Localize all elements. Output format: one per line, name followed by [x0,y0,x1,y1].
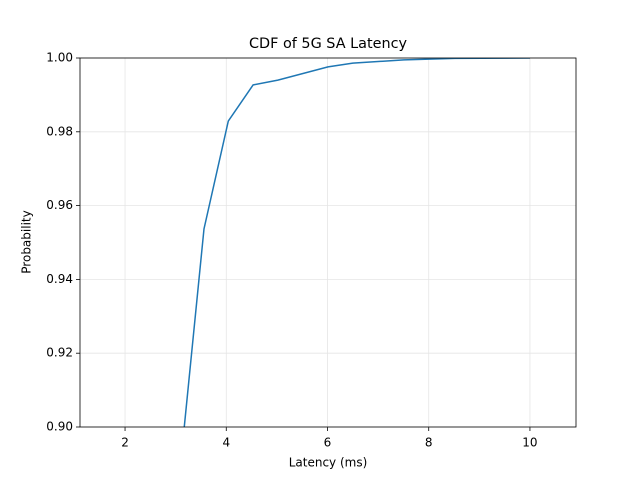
y-axis-label: Probability [20,210,34,273]
chart-title: CDF of 5G SA Latency [249,36,407,52]
y-tick-label: 0.96 [46,198,73,212]
x-tick-label: 10 [522,436,537,450]
x-tick-label: 8 [425,436,433,450]
y-tick-label: 1.00 [46,51,73,65]
x-tick-label: 4 [222,436,230,450]
plot-frame [79,57,577,428]
y-tick-label: 0.92 [46,346,73,360]
line [183,58,530,427]
x-axis-label: Latency (ms) [289,456,368,470]
x-tick-label: 6 [324,436,332,450]
y-tick-label: 0.90 [46,420,73,434]
x-tick-label: 2 [121,436,129,450]
y-tick-label: 0.98 [46,124,73,138]
y-tick-label: 0.94 [46,272,73,286]
